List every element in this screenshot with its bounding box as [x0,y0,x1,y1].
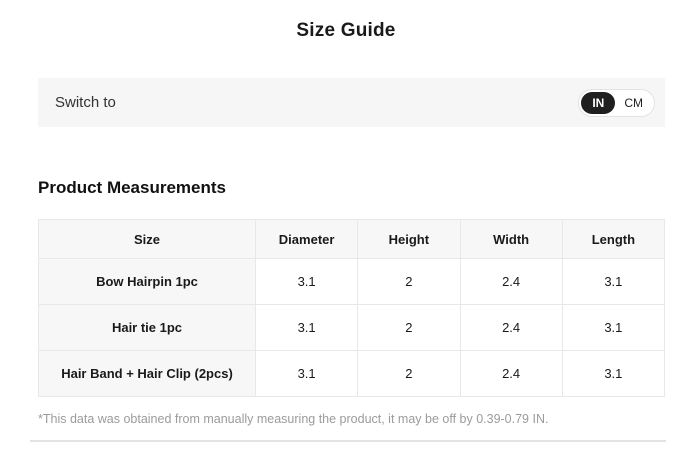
measurement-disclaimer: *This data was obtained from manually me… [38,412,549,426]
column-header-length: Length [561,219,666,259]
page-title: Size Guide [296,20,396,41]
cell-width: 2.4 [459,258,563,305]
row-label: Hair Band + Hair Clip (2pcs) [38,350,256,397]
switch-to-label: Switch to [55,94,116,111]
cell-width: 2.4 [459,304,563,351]
unit-switch-bar: Switch to IN CM [38,78,665,127]
cell-height: 2 [357,258,461,305]
cell-height: 2 [357,350,461,397]
cell-diameter: 3.1 [254,350,359,397]
unit-option-in[interactable]: IN [581,91,616,114]
cell-length: 3.1 [561,258,666,305]
cell-diameter: 3.1 [254,258,359,305]
cell-width: 2.4 [459,350,563,397]
table-header-row: Size Diameter Height Width Length [38,219,666,259]
cell-length: 3.1 [561,350,666,397]
cell-length: 3.1 [561,304,666,351]
measurements-table: Size Diameter Height Width Length Bow Ha… [38,219,666,397]
cell-diameter: 3.1 [254,304,359,351]
section-divider [30,440,666,442]
row-label: Bow Hairpin 1pc [38,258,256,305]
table-row: Hair Band + Hair Clip (2pcs) 3.1 2 2.4 3… [38,350,666,397]
column-header-width: Width [459,219,563,259]
unit-toggle: IN CM [578,88,655,117]
column-header-height: Height [357,219,461,259]
table-row: Hair tie 1pc 3.1 2 2.4 3.1 [38,304,666,351]
column-header-size: Size [38,219,256,259]
content-area: Switch to IN CM Product Measurements Siz… [38,78,666,426]
product-measurements-heading: Product Measurements [38,178,226,197]
row-label: Hair tie 1pc [38,304,256,351]
table-row: Bow Hairpin 1pc 3.1 2 2.4 3.1 [38,258,666,305]
cell-height: 2 [357,304,461,351]
column-header-diameter: Diameter [254,219,359,259]
unit-option-cm[interactable]: CM [624,95,643,110]
